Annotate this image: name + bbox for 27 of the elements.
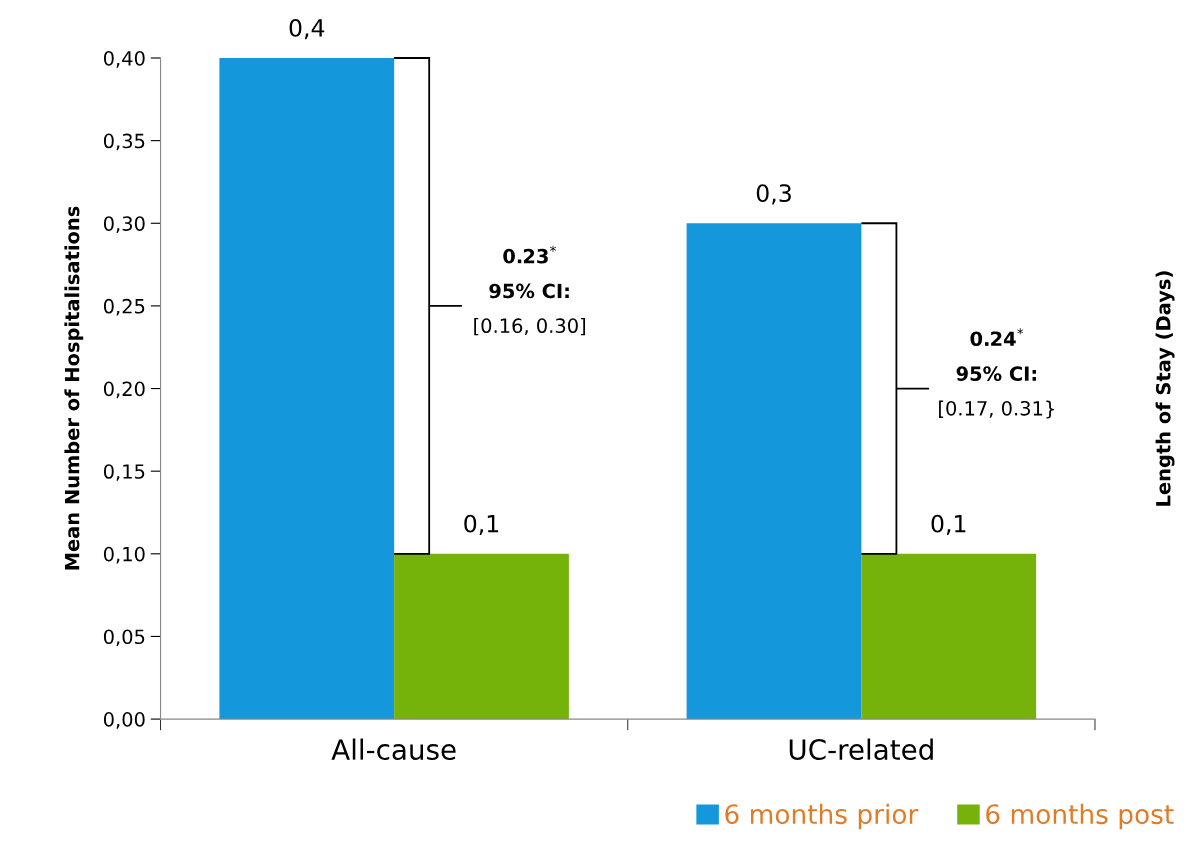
text: 0.23$^{*}$ (503, 245, 556, 264)
text: [0.17, 0.31} (939, 400, 1054, 419)
text: [0.16, 0.30] (474, 317, 586, 336)
y-tick-label: 0,40 (103, 50, 145, 68)
data-label: 0,1 (464, 514, 499, 535)
y-tick-label: 0,05 (103, 629, 145, 647)
x-tick-label: UC-related (789, 738, 933, 761)
y-tick-label: 0,35 (103, 133, 145, 151)
data-label: 0,3 (756, 184, 791, 205)
y2-axis-title: Length of Stay (Days) (1155, 271, 1175, 506)
x-tick-label: All-cause (331, 738, 456, 761)
text: 95% CI: (489, 283, 569, 299)
y-tick-label: 0,20 (103, 381, 145, 399)
legend-label: 6 months prior (725, 803, 919, 830)
y-tick-label: 0,00 (103, 712, 145, 729)
legend-label: 6 months post (986, 803, 1174, 830)
y-tick-label: 0,25 (103, 298, 145, 316)
y-axis-title: Mean Number of Hospitalisations (64, 206, 84, 570)
y-tick-label: 0,30 (103, 216, 145, 233)
data-label: 0,1 (931, 514, 966, 535)
bar (394, 553, 569, 720)
text: 0.24$^{*}$ (970, 328, 1024, 347)
y-tick-label: 0,10 (103, 546, 145, 564)
text: 95% CI: (956, 366, 1036, 381)
data-label: 0,4 (289, 18, 325, 40)
y-tick-label: 0,15 (103, 464, 145, 481)
bar (861, 553, 1037, 720)
